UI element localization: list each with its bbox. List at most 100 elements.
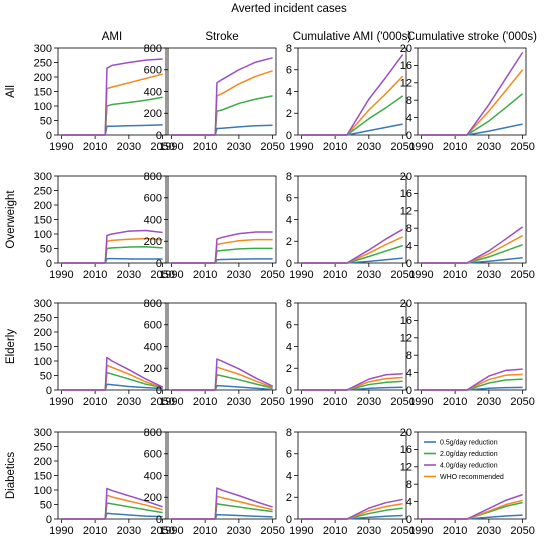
series-line-2-0g-day-reduction [61,246,163,264]
y-tick-label: 400 [144,341,162,353]
column-title-cumulative-ami-000s: Cumulative AMI ('000s) [293,31,412,43]
panel-frame [297,302,407,391]
x-tick-label: 1990 [409,269,433,281]
panels: AMI Stroke Cumulative AMI ('000s)Cumulativ… [5,31,537,537]
series-line-2-0g-day-reduction [171,95,273,136]
x-tick-label: 2030 [117,525,141,537]
y-tick-label: 800 [144,43,162,55]
x-tick-label: 2030 [357,269,381,281]
y-tick-label: 8 [406,95,412,107]
x-tick-label: 2030 [117,396,141,408]
y-tick-label: 200 [144,363,162,375]
panel-all-cumulative-ami-000s: 0 2 4 6 8 1990 2010 2030 2050 [286,43,415,153]
y-tick-label: 20 [400,171,412,183]
x-tick-label: 2010 [323,269,347,281]
panel-diabetics-cumulative-stroke-000s: 0 4 8 12 16 20 1990 2010 2030 2050 [400,427,535,537]
y-tick-label: 400 [144,214,162,226]
y-tick-label: 0 [406,130,412,142]
y-tick-label: 200 [34,456,52,468]
series-line-4-0g-day-reduction [171,57,273,136]
y-tick-label: 16 [400,188,412,200]
panel-all-cumulative-stroke-000s: 0 4 8 12 16 20 1990 2010 2030 2050 [400,43,535,153]
row-label-all: All [5,85,17,98]
x-tick-label: 1990 [49,396,73,408]
legend: 0.5g/day reduction 2.0g/day reduction 4.0g… [424,440,504,481]
y-tick-label: 2 [286,492,292,504]
x-tick-label: 2030 [227,525,251,537]
y-tick-label: 8 [286,43,292,55]
y-tick-label: 12 [400,78,412,90]
y-tick-label: 200 [34,72,52,84]
x-tick-label: 1990 [289,525,313,537]
y-tick-label: 0 [46,130,52,142]
figure-title: Averted incident cases [231,3,347,15]
legend-label-0-5g-day-reduction: 0.5g/day reduction [440,440,498,447]
x-tick-label: 2010 [193,141,217,153]
x-tick-label: 2010 [83,396,107,408]
panel-frame [297,47,407,136]
x-tick-label: 2050 [510,269,534,281]
x-tick-label: 2010 [193,525,217,537]
y-tick-label: 20 [400,298,412,310]
x-tick-label: 2030 [357,141,381,153]
x-tick-label: 2030 [357,396,381,408]
series-line-4-0g-day-reduction [61,229,163,264]
y-tick-label: 4 [406,112,412,124]
y-tick-label: 250 [34,441,52,453]
series-line-who-recommended [421,69,524,136]
panel-diabetics-ami: 0 50 100 150 200 250 300 1990 2010 2030 2050 [34,427,175,537]
x-tick-label: 2030 [477,141,501,153]
y-tick-label: 0 [156,130,162,142]
y-tick-label: 0 [406,514,412,526]
y-tick-label: 300 [34,171,52,183]
y-tick-label: 16 [400,444,412,456]
x-tick-label: 2010 [443,269,467,281]
y-tick-label: 200 [34,327,52,339]
y-tick-label: 0 [406,258,412,270]
panel-elderly-cumulative-ami-000s: 0 2 4 6 8 1990 2010 2030 2050 [286,298,415,408]
y-tick-label: 0 [156,258,162,270]
x-tick-label: 2010 [323,396,347,408]
x-tick-label: 2050 [260,525,284,537]
x-tick-label: 2030 [227,141,251,153]
x-tick-label: 2050 [260,269,284,281]
x-tick-label: 2030 [357,525,381,537]
column-title-ami: AMI [102,31,122,43]
y-tick-label: 800 [144,298,162,310]
y-tick-label: 0 [46,514,52,526]
y-tick-label: 300 [34,427,52,439]
y-tick-label: 150 [34,214,52,226]
x-tick-label: 2050 [260,141,284,153]
y-tick-label: 600 [144,449,162,461]
x-tick-label: 1990 [49,141,73,153]
series-line-4-0g-day-reduction [171,487,273,520]
y-tick-label: 2 [286,236,292,248]
x-tick-label: 1990 [159,525,183,537]
row-label-elderly: Elderly [5,329,17,364]
series-line-0-5g-day-reduction [61,512,163,520]
x-tick-label: 2050 [510,396,534,408]
y-tick-label: 4 [406,367,412,379]
series-line-4-0g-day-reduction [421,226,524,264]
y-tick-label: 2 [286,108,292,120]
y-tick-label: 12 [400,333,412,345]
panel-elderly-cumulative-stroke-000s: 0 4 8 12 16 20 1990 2010 2030 2050 [400,298,535,408]
x-tick-label: 2010 [443,141,467,153]
panel-overweight-stroke: 0 200 400 600 800 1990 2010 2030 2050 [144,171,285,281]
y-tick-label: 250 [34,312,52,324]
x-tick-label: 2050 [150,269,174,281]
y-tick-label: 4 [286,214,292,226]
x-tick-label: 2050 [150,525,174,537]
x-tick-label: 1990 [409,141,433,153]
y-tick-label: 6 [286,193,292,205]
x-tick-label: 2050 [390,269,414,281]
y-tick-label: 6 [286,320,292,332]
y-tick-label: 200 [144,236,162,248]
x-tick-label: 2010 [443,396,467,408]
y-tick-label: 4 [286,86,292,98]
y-tick-label: 50 [40,370,52,382]
y-tick-label: 50 [40,115,52,127]
y-tick-label: 0 [156,514,162,526]
y-tick-label: 4 [406,240,412,252]
y-tick-label: 300 [34,298,52,310]
